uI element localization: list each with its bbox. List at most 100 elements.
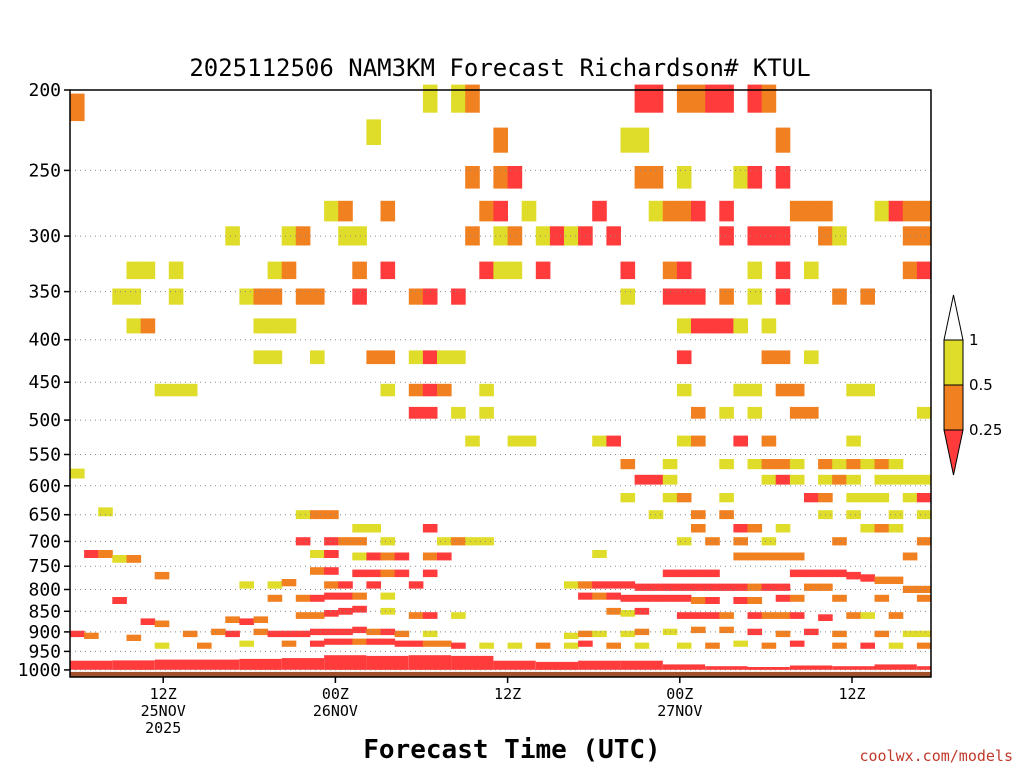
ri-cell — [747, 628, 763, 636]
ri-cell — [592, 592, 607, 600]
ri-cell — [451, 84, 466, 113]
ri-cell — [902, 261, 918, 280]
ri-cell — [521, 435, 537, 447]
ri-cell — [676, 318, 692, 334]
pressure-gridlines — [70, 89, 931, 671]
ri-cell — [634, 628, 650, 636]
surface-layer-cell — [451, 655, 494, 670]
ri-cell — [634, 127, 650, 153]
ri-cell — [408, 383, 424, 397]
ri-cell — [380, 569, 396, 578]
ri-cell — [437, 383, 452, 397]
ri-cell — [380, 383, 396, 397]
ri-cell — [352, 226, 367, 246]
ri-cell — [310, 350, 325, 365]
ri-cell — [691, 569, 706, 578]
ri-cell — [154, 383, 170, 397]
ri-cell — [352, 626, 367, 634]
ri-cell — [747, 612, 763, 619]
ri-cell — [691, 84, 706, 113]
ri-cell — [761, 642, 777, 649]
ri-cell — [70, 630, 85, 638]
ri-cell — [832, 569, 847, 578]
ri-cell — [465, 166, 480, 189]
ri-cell — [818, 583, 833, 591]
ri-cell — [789, 612, 805, 619]
ri-cell — [860, 524, 875, 533]
ri-cell — [324, 200, 339, 222]
ri-cell — [818, 459, 833, 470]
ri-cell — [606, 435, 621, 447]
ri-cell — [366, 552, 381, 561]
ri-cell — [126, 634, 142, 641]
ri-cell — [578, 581, 593, 589]
ri-cell — [310, 628, 325, 636]
ri-cell — [676, 537, 692, 546]
ri-cell — [422, 350, 438, 365]
ri-cell — [662, 288, 678, 305]
ri-cell — [775, 127, 791, 153]
credit-link[interactable]: coolwx.com/models — [859, 747, 1013, 765]
ri-cell — [281, 226, 297, 246]
ri-cell — [705, 84, 720, 113]
ri-cell — [691, 200, 706, 222]
ri-cell — [267, 318, 283, 334]
ri-cell — [719, 84, 734, 113]
ri-cell — [84, 632, 99, 639]
ri-cell — [126, 261, 142, 280]
surface-layer-cell — [493, 660, 536, 670]
chart-title: 2025112506 NAM3KM Forecast Richardson# K… — [189, 54, 810, 82]
ri-cell — [437, 640, 452, 647]
ri-cell — [733, 552, 748, 561]
surface-layer-cell — [154, 659, 197, 670]
ri-cell — [916, 510, 932, 520]
ri-cell — [761, 612, 777, 619]
y-tick-label: 350 — [28, 282, 61, 303]
legend-label: 0.25 — [969, 421, 1002, 439]
ri-cell — [648, 594, 664, 602]
ri-cell — [747, 583, 763, 591]
ri-cell — [775, 459, 791, 470]
ri-cell — [691, 406, 706, 419]
ri-cell — [310, 594, 325, 602]
ri-cell — [592, 630, 607, 638]
ri-cell — [775, 261, 791, 280]
ri-cell — [676, 493, 692, 503]
ri-cell — [662, 493, 678, 503]
ri-cell — [493, 166, 508, 189]
ri-cell — [733, 524, 748, 533]
ri-cell — [733, 383, 748, 397]
surface-layer-cell — [70, 660, 113, 670]
ri-cell — [394, 552, 410, 561]
ri-cell — [818, 474, 833, 485]
plot-frame — [69, 89, 932, 678]
y-tick-label: 700 — [28, 531, 61, 552]
ri-cell — [761, 350, 777, 365]
ri-cell — [662, 261, 678, 280]
surface-layer-cell — [239, 658, 282, 670]
ri-cell — [775, 288, 791, 305]
ri-cell — [267, 630, 283, 638]
ri-cell — [719, 406, 734, 419]
ri-cell — [70, 93, 85, 122]
ri-cell — [775, 166, 791, 189]
ri-cell — [634, 474, 650, 485]
y-tick-label: 400 — [28, 330, 61, 351]
ri-cell — [705, 537, 720, 546]
surface-layer-cell — [747, 667, 790, 670]
ri-cell — [846, 459, 861, 470]
ri-cell — [775, 524, 791, 533]
ri-cell — [479, 537, 494, 546]
ri-cell — [408, 640, 424, 647]
ri-cell — [352, 592, 367, 600]
ri-cell — [239, 288, 254, 305]
ri-cell — [507, 226, 523, 246]
ri-cell — [564, 632, 579, 639]
ri-cell — [422, 406, 438, 419]
ri-cell — [479, 406, 494, 419]
x-tick-label: 25NOV — [141, 702, 186, 720]
ri-cell — [281, 261, 297, 280]
ri-cell — [846, 612, 861, 619]
ri-cell — [789, 459, 805, 470]
ri-cell — [380, 200, 396, 222]
